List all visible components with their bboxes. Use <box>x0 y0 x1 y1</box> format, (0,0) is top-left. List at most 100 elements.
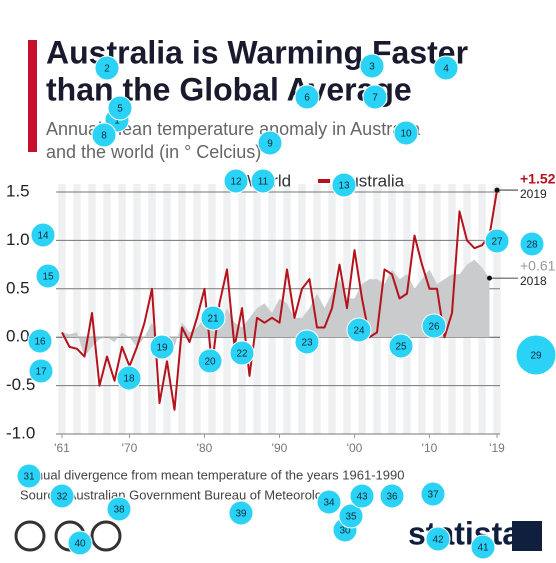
marker-label: 3 <box>369 62 375 73</box>
marker <box>470 534 496 560</box>
stripe <box>58 184 66 434</box>
stripe <box>88 184 96 434</box>
stripe <box>148 184 156 434</box>
marker <box>27 328 53 354</box>
x-tick-label: '80 <box>197 441 213 455</box>
marker <box>107 95 133 121</box>
annotation: 2018 <box>520 274 547 288</box>
marker-label: 37 <box>427 490 439 501</box>
marker-label: 13 <box>338 181 350 192</box>
marker <box>421 313 447 339</box>
brand-logo <box>512 521 542 551</box>
stripe <box>178 184 186 434</box>
marker-label: 4 <box>443 64 449 75</box>
value-label: +0.61 <box>520 258 556 274</box>
marker <box>316 489 342 515</box>
y-tick-label: 0.5 <box>6 278 30 297</box>
y-tick-label: -0.5 <box>6 375 35 394</box>
marker-label: 14 <box>37 231 49 242</box>
marker-label: 2 <box>104 64 110 75</box>
accent-bar <box>28 40 37 152</box>
marker <box>200 305 226 331</box>
marker <box>228 500 254 526</box>
marker-label: 21 <box>207 314 219 325</box>
line <box>61 189 498 411</box>
marker-label: 12 <box>230 177 242 188</box>
nd-icon <box>90 520 122 552</box>
marker-label: 1 <box>114 116 120 127</box>
marker <box>30 222 56 248</box>
stripe <box>163 184 171 434</box>
marker-label: 34 <box>323 498 335 509</box>
marker-label: 32 <box>56 492 68 503</box>
marker <box>388 333 414 359</box>
marker <box>91 122 117 148</box>
marker-label: 7 <box>372 93 378 104</box>
marker-label: 17 <box>35 367 47 378</box>
y-tick-label: 1.0 <box>6 230 30 249</box>
cc-icon <box>14 520 46 552</box>
marker-label: 36 <box>386 492 398 503</box>
marker-label: 22 <box>236 349 248 360</box>
x-tick-label: '00 <box>347 441 363 455</box>
marker <box>106 496 132 522</box>
stripe <box>193 184 201 434</box>
marker-label: 39 <box>235 509 247 520</box>
marker-label: 10 <box>400 129 412 140</box>
marker-label: 19 <box>156 343 168 354</box>
legend-swatch <box>318 179 330 183</box>
stripe <box>298 184 306 434</box>
stripe <box>493 184 501 434</box>
marker-label: 18 <box>123 374 135 385</box>
marker <box>294 84 320 110</box>
marker <box>379 483 405 509</box>
marker-label: 9 <box>267 139 273 150</box>
marker-label: 5 <box>117 104 123 115</box>
source: Source: Australian Government Bureau of … <box>20 487 336 502</box>
x-tick-label: '70 <box>122 441 138 455</box>
x-tick-label: '19 <box>489 441 505 455</box>
marker-label: 28 <box>526 240 538 251</box>
marker-label: 16 <box>34 337 46 348</box>
marker <box>349 483 375 509</box>
marker-label: 35 <box>345 512 357 523</box>
stripe <box>268 184 276 434</box>
marker-label: 24 <box>353 326 365 337</box>
marker <box>16 463 42 489</box>
marker <box>94 55 120 81</box>
stripe <box>103 184 111 434</box>
marker <box>67 530 93 556</box>
marker <box>338 503 364 529</box>
stripe <box>118 184 126 434</box>
marker <box>425 526 451 552</box>
marker-label: 40 <box>74 539 86 550</box>
marker <box>28 358 54 384</box>
marker-label: 15 <box>42 272 54 283</box>
footnote: Annual divergence from mean temperature … <box>20 467 404 482</box>
marker <box>250 168 276 194</box>
marker <box>223 168 249 194</box>
marker-label: 25 <box>395 342 407 353</box>
marker-label: 38 <box>113 505 125 516</box>
marker-label: 20 <box>204 357 216 368</box>
marker <box>484 228 510 254</box>
marker-label: 43 <box>356 492 368 503</box>
marker <box>359 53 385 79</box>
marker <box>346 317 372 343</box>
brand: statista <box>408 515 520 551</box>
subtitle: and the world (in ° Celcius) <box>46 142 261 162</box>
marker-label: 26 <box>428 322 440 333</box>
marker <box>229 340 255 366</box>
marker-label: 6 <box>304 93 310 104</box>
marker <box>515 334 556 376</box>
marker <box>420 481 446 507</box>
x-tick-label: '61 <box>54 441 70 455</box>
marker-label: 30 <box>339 526 351 537</box>
x-tick-label: '90 <box>272 441 288 455</box>
marker-label: 23 <box>301 338 313 349</box>
stripe <box>133 184 141 434</box>
x-tick-label: '10 <box>422 441 438 455</box>
marker <box>197 348 223 374</box>
marker <box>35 263 61 289</box>
